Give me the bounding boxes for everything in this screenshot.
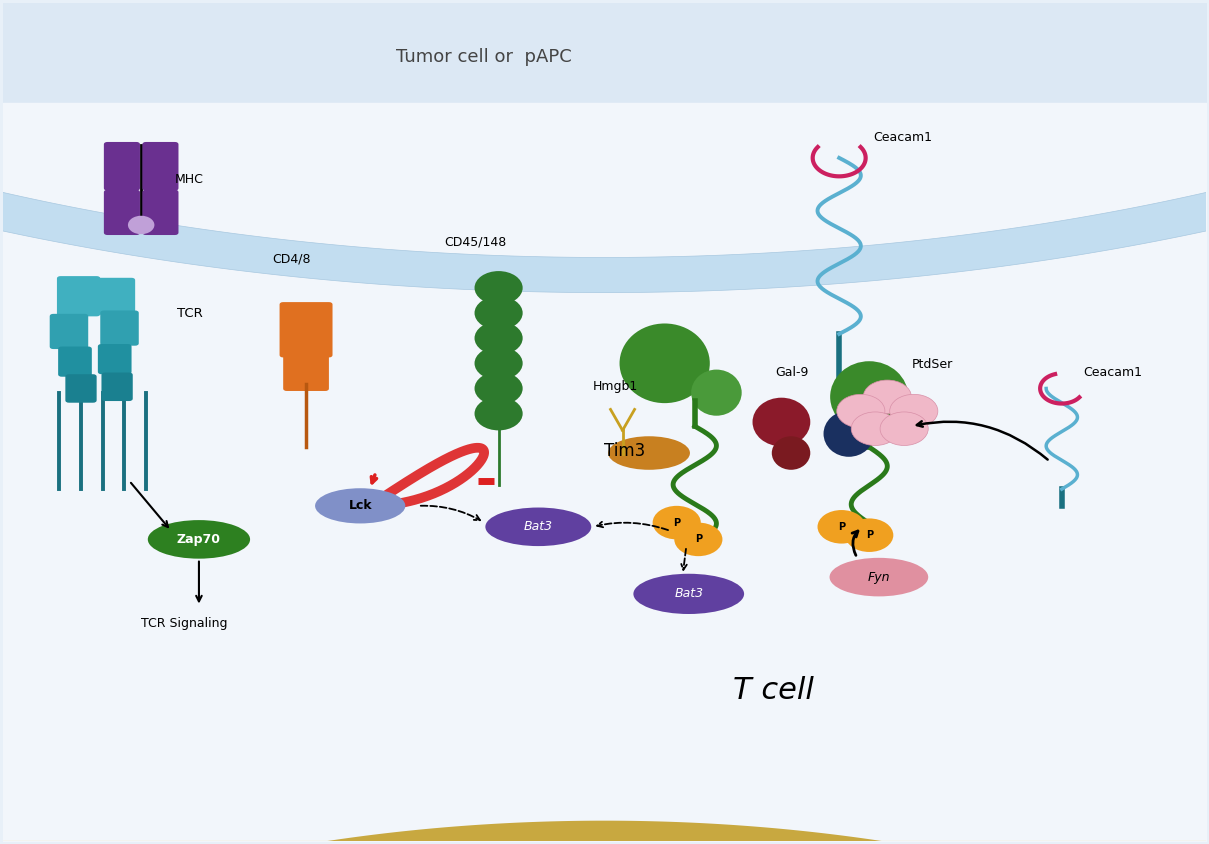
FancyBboxPatch shape: [143, 190, 179, 235]
Circle shape: [863, 380, 912, 414]
FancyBboxPatch shape: [50, 314, 88, 349]
Circle shape: [880, 412, 929, 446]
Ellipse shape: [823, 411, 874, 457]
Circle shape: [474, 397, 522, 430]
Ellipse shape: [316, 488, 405, 523]
Text: Bat3: Bat3: [675, 587, 704, 600]
Polygon shape: [0, 820, 1209, 844]
Text: Bat3: Bat3: [523, 520, 553, 533]
FancyBboxPatch shape: [104, 190, 140, 235]
Ellipse shape: [147, 520, 250, 559]
Text: TCR Signaling: TCR Signaling: [141, 618, 227, 630]
Text: PtdSer: PtdSer: [912, 358, 953, 371]
Circle shape: [474, 296, 522, 330]
Text: P: P: [695, 534, 702, 544]
Text: Fyn: Fyn: [868, 571, 890, 583]
Ellipse shape: [771, 436, 810, 470]
FancyBboxPatch shape: [283, 353, 329, 391]
Circle shape: [890, 394, 938, 428]
Text: Tumor cell or  pAPC: Tumor cell or pAPC: [397, 48, 572, 67]
Ellipse shape: [692, 370, 741, 416]
Text: Lck: Lck: [348, 500, 372, 512]
Ellipse shape: [831, 361, 908, 432]
Circle shape: [653, 506, 701, 539]
Text: Ceacam1: Ceacam1: [873, 131, 932, 144]
Circle shape: [474, 371, 522, 405]
Text: Zap70: Zap70: [177, 533, 221, 546]
Circle shape: [675, 522, 723, 556]
Text: CD45/148: CD45/148: [445, 236, 507, 249]
Ellipse shape: [485, 507, 591, 546]
FancyBboxPatch shape: [100, 311, 139, 346]
Text: MHC: MHC: [175, 173, 204, 186]
Circle shape: [851, 412, 899, 446]
Text: P: P: [673, 517, 681, 528]
Circle shape: [817, 510, 866, 544]
FancyBboxPatch shape: [98, 344, 132, 374]
Ellipse shape: [619, 323, 710, 403]
FancyBboxPatch shape: [279, 302, 332, 358]
FancyBboxPatch shape: [58, 347, 92, 376]
FancyBboxPatch shape: [104, 142, 140, 191]
Ellipse shape: [634, 574, 744, 614]
Text: P: P: [866, 530, 873, 540]
Text: Gal-9: Gal-9: [775, 366, 809, 379]
FancyBboxPatch shape: [65, 374, 97, 403]
FancyBboxPatch shape: [57, 276, 100, 316]
Text: Ceacam1: Ceacam1: [1083, 366, 1143, 379]
Text: TCR: TCR: [178, 307, 203, 320]
Text: Hmgb1: Hmgb1: [592, 380, 637, 393]
Text: T cell: T cell: [733, 676, 814, 705]
Polygon shape: [0, 0, 1209, 293]
Circle shape: [474, 271, 522, 305]
Circle shape: [128, 216, 155, 234]
Ellipse shape: [752, 398, 810, 446]
Circle shape: [845, 518, 893, 552]
FancyBboxPatch shape: [102, 372, 133, 401]
Ellipse shape: [608, 436, 690, 470]
Circle shape: [474, 347, 522, 380]
FancyBboxPatch shape: [143, 142, 179, 191]
Text: P: P: [838, 522, 845, 532]
Ellipse shape: [829, 558, 929, 597]
Circle shape: [474, 322, 522, 355]
Text: Tim3: Tim3: [604, 441, 646, 459]
Polygon shape: [0, 841, 1209, 844]
FancyBboxPatch shape: [94, 278, 135, 315]
Text: CD4/8: CD4/8: [272, 252, 311, 266]
Circle shape: [837, 394, 885, 428]
